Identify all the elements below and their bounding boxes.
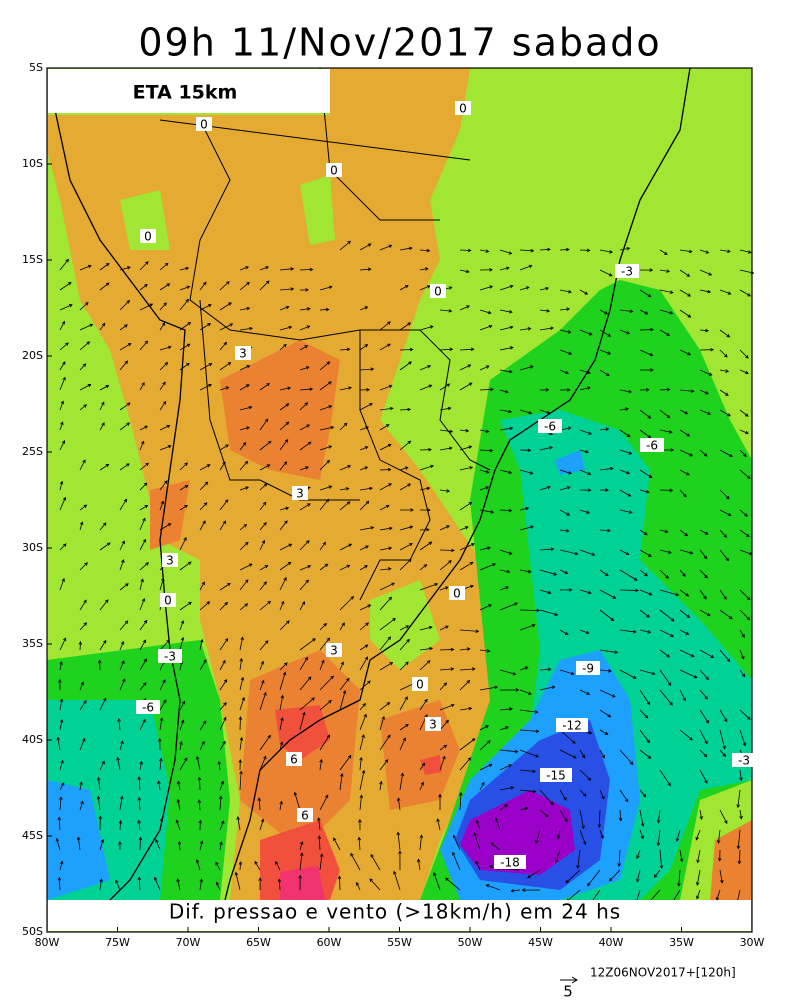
contour-label: 3	[239, 347, 247, 361]
wind-arrow	[440, 649, 454, 650]
contour-label: 0	[434, 285, 442, 299]
contour-label: 6	[290, 753, 298, 767]
lat-tick-label: 10S	[22, 157, 43, 170]
lon-tick-label: 45W	[528, 936, 553, 949]
contour-label: 3	[429, 718, 437, 732]
lon-tick-label: 40W	[599, 936, 624, 949]
lon-tick-label: 35W	[669, 936, 694, 949]
map-field	[47, 68, 752, 932]
model-label: ETA 15km	[133, 82, 238, 104]
contour-label: 0	[453, 587, 461, 601]
contour-label: 0	[144, 230, 152, 244]
lon-tick-label: 75W	[105, 936, 130, 949]
contour-label: -6	[142, 701, 154, 715]
contour-label: -6	[646, 439, 658, 453]
lon-tick-label: 70W	[176, 936, 201, 949]
contour-label: -6	[544, 420, 556, 434]
run-info: 12Z06NOV2017+[120h]	[590, 966, 736, 980]
lon-tick-label: 50W	[458, 936, 483, 949]
lat-tick-label: 45S	[22, 829, 43, 842]
lat-tick-label: 25S	[22, 445, 43, 458]
contour-label: 0	[330, 164, 338, 178]
field-pink	[280, 866, 325, 900]
lon-tick-label: 80W	[35, 936, 60, 949]
lat-tick-label: 15S	[22, 253, 43, 266]
contour-label: -15	[546, 769, 566, 783]
lat-tick-label: 40S	[22, 733, 43, 746]
lon-tick-label: 30W	[740, 936, 765, 949]
lon-tick-label: 55W	[387, 936, 412, 949]
contour-label: 3	[330, 644, 338, 658]
lat-tick-label: 20S	[22, 349, 43, 362]
lon-tick-label: 60W	[317, 936, 342, 949]
vector-scale: 5	[563, 983, 573, 1001]
lat-tick-label: 5S	[29, 61, 43, 74]
contour-label: -3	[621, 265, 633, 279]
contour-label: -3	[164, 650, 176, 664]
contour-label: 0	[164, 594, 172, 608]
title: 09h 11/Nov/2017 sabado	[138, 21, 661, 65]
contour-label: 0	[459, 102, 467, 116]
contour-label: 3	[296, 487, 304, 501]
contour-label: 0	[416, 678, 424, 692]
lat-tick-label: 30S	[22, 541, 43, 554]
contour-label: 3	[166, 554, 174, 568]
contour-label: 6	[301, 809, 309, 823]
contour-label: -18	[500, 856, 520, 870]
wind-arrow	[400, 349, 413, 350]
contour-label: -9	[582, 662, 594, 676]
contour-label: 0	[200, 118, 208, 132]
contour-label: -12	[562, 719, 582, 733]
caption: Dif. pressao e vento (>18km/h) em 24 hs	[169, 900, 621, 924]
contour-label: -3	[738, 754, 750, 768]
lat-tick-label: 35S	[22, 637, 43, 650]
lon-tick-label: 65W	[246, 936, 271, 949]
